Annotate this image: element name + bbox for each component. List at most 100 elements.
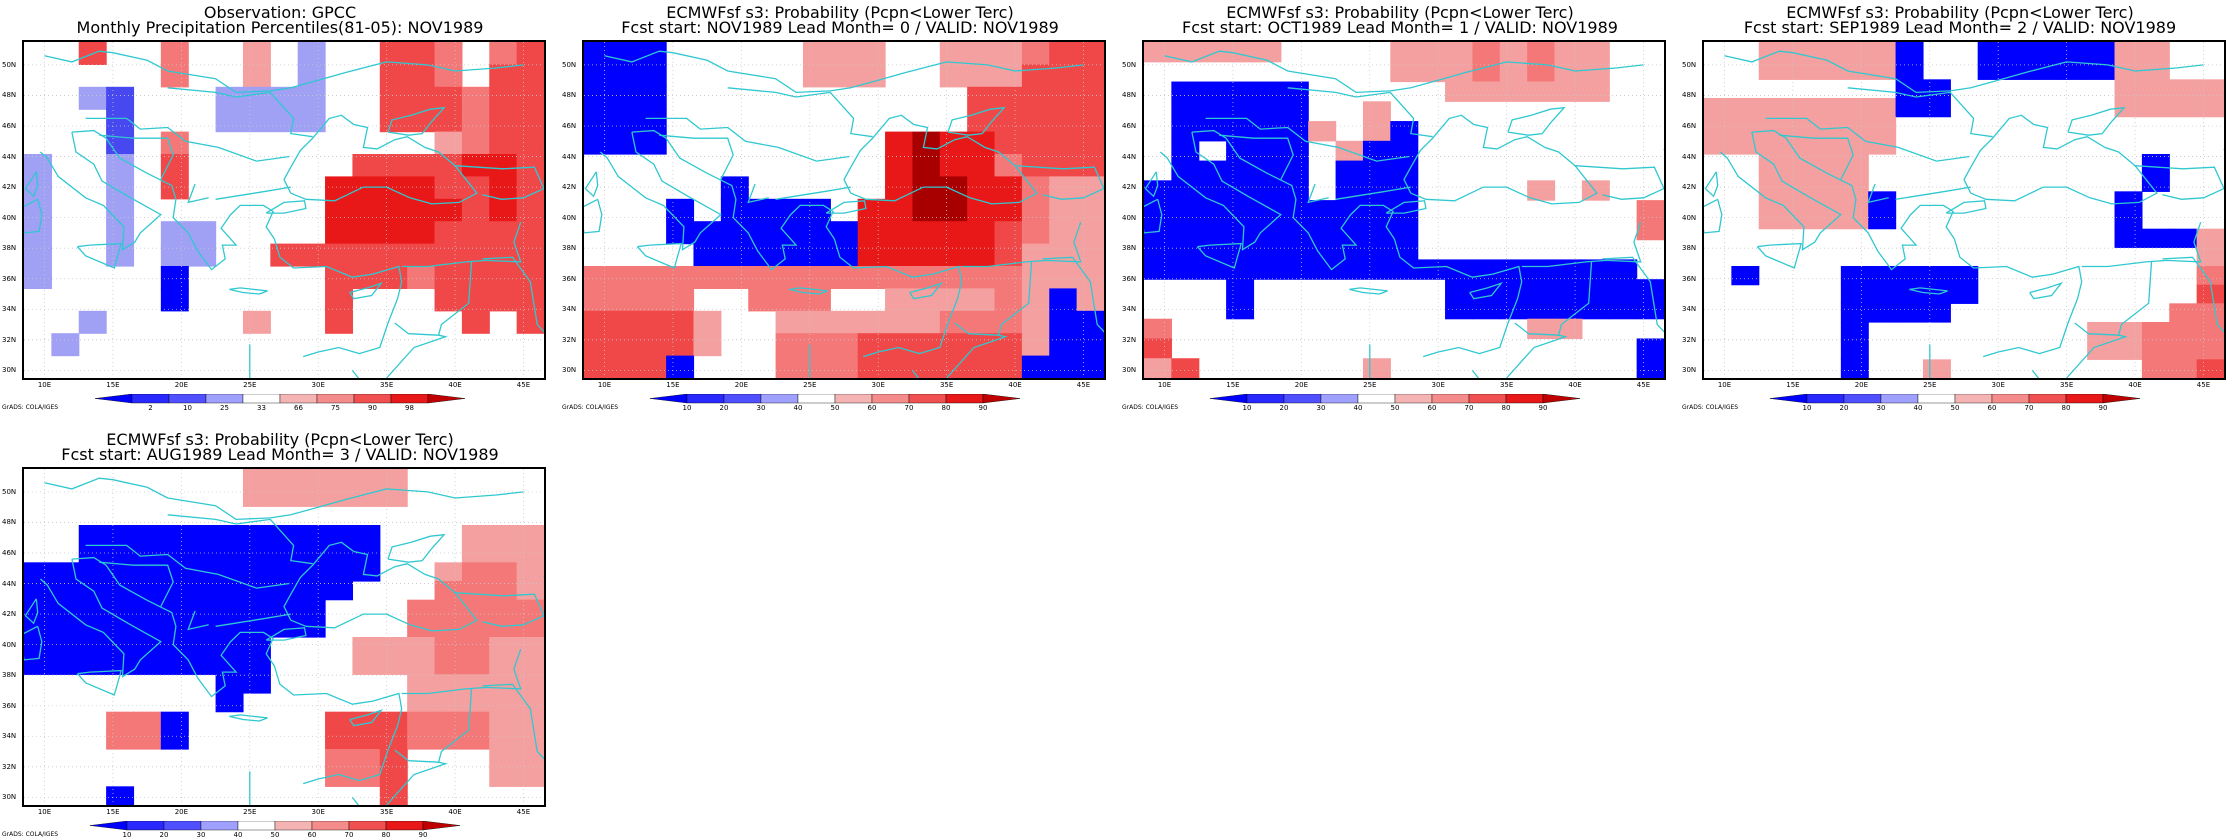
grid-cell: [461, 618, 490, 638]
grid-cell: [1280, 81, 1309, 102]
grid-cell: [939, 266, 968, 289]
grid-cell: [1253, 219, 1282, 241]
grid-cell: [242, 310, 271, 334]
grid-cell: [325, 469, 354, 489]
map-frame: [582, 40, 1106, 380]
grid-cell: [297, 42, 326, 65]
colorbar-label: 10: [122, 831, 132, 839]
grid-cell: [434, 42, 463, 65]
colorbar: [90, 821, 460, 831]
grid-cell: [967, 288, 996, 312]
grid-cell: [1021, 221, 1050, 245]
colorbar-segment: [385, 821, 424, 831]
colorbar-label: 50: [1950, 404, 1960, 412]
grid-cell: [188, 243, 217, 267]
grid-cell: [1527, 81, 1556, 102]
lat-tick-label: 42N: [2, 183, 17, 192]
grid-cell: [516, 131, 544, 155]
grid-cell: [379, 749, 408, 769]
grid-cell: [748, 221, 777, 245]
colorbar-label: 70: [2024, 404, 2034, 412]
grads-credit: GrADS: COLA/IGES: [2, 404, 59, 411]
grid-cell: [939, 198, 968, 222]
grid-cell: [830, 64, 859, 88]
grid-cell: [1226, 140, 1255, 162]
grid-cell: [516, 543, 544, 563]
map-canvas: [24, 469, 544, 805]
grid-cell: [461, 655, 490, 675]
lat-tick-label: 48N: [2, 518, 17, 527]
grid-cell: [352, 221, 381, 245]
grid-cell: [407, 730, 436, 750]
grid-cell: [215, 637, 244, 657]
coastline: [1469, 281, 1504, 300]
colorbar-label: 50: [1390, 404, 1400, 412]
grid-cell: [1527, 298, 1556, 320]
grid-cell: [2141, 359, 2170, 378]
grid-cell: [461, 562, 490, 582]
grid-cell: [1922, 359, 1951, 378]
lat-tick-label: 40N: [2, 213, 17, 222]
grid-cell: [994, 86, 1023, 110]
grid-cell: [857, 42, 886, 65]
grid-cell: [160, 599, 189, 619]
colorbar: [1210, 394, 1580, 404]
grid-cell: [461, 637, 490, 657]
lat-tick-label: 30N: [2, 793, 17, 802]
grid-cell: [489, 64, 518, 88]
grid-cell: [379, 243, 408, 267]
grid-cell: [461, 581, 490, 601]
grid-cell: [461, 109, 490, 133]
grid-cell: [160, 42, 189, 65]
grid-cell: [885, 198, 914, 222]
grid-cell: [78, 562, 107, 582]
grid-cell: [1253, 42, 1282, 63]
grid-cell: [516, 198, 544, 222]
panel-title-line-1: ECMWFsf s3: Probability (Pcpn<Lower Terc…: [1226, 3, 1574, 22]
grid-cell: [461, 711, 490, 731]
grid-cell: [939, 176, 968, 200]
grid-cell: [1144, 358, 1172, 378]
grid-cell: [1445, 279, 1474, 300]
grid-cell: [912, 243, 941, 267]
lat-tick-label: 38N: [2, 671, 17, 680]
grid-cell: [270, 86, 299, 110]
panel-title: ECMWFsf s3: Probability (Pcpn<Lower Terc…: [0, 432, 560, 466]
lon-tick-label: 45E: [1076, 381, 1091, 389]
grid-cell: [775, 198, 804, 222]
grid-cell: [1840, 116, 1869, 136]
grid-cell: [2196, 303, 2224, 323]
grid-cell: [802, 243, 831, 267]
grid-cell: [2196, 359, 2224, 378]
grid-cell: [1144, 180, 1172, 201]
lon-tick-label: 10E: [37, 808, 52, 816]
grid-cell: [78, 310, 107, 334]
grid-cell: [939, 154, 968, 177]
coastline: [265, 627, 307, 641]
grid-cell: [242, 86, 271, 110]
grid-cell: [775, 288, 804, 312]
lat-tick-label: 32N: [1682, 335, 1697, 344]
grid-cell: [297, 562, 326, 582]
grid-cell: [1362, 259, 1391, 280]
coastline: [85, 544, 290, 589]
grid-cell: [461, 86, 490, 110]
lat-tick-label: 46N: [1682, 122, 1697, 130]
grid-cell: [407, 674, 436, 694]
grid-cell: [434, 637, 463, 657]
grid-cell: [24, 637, 52, 657]
grid-cell: [51, 333, 80, 357]
coastline: [789, 287, 828, 295]
grid-cell: [857, 198, 886, 222]
coastline: [1219, 134, 1294, 180]
lat-tick-label: 38N: [1682, 244, 1697, 253]
grid-cell: [912, 154, 941, 177]
panel-title: ECMWFsf s3: Probability (Pcpn<Lower Terc…: [1120, 5, 1680, 39]
grid-cell: [407, 693, 436, 713]
lat-tick-label: 30N: [2, 366, 17, 375]
grid-cell: [1021, 109, 1050, 133]
coastline: [99, 561, 174, 607]
grid-cell: [325, 176, 354, 200]
grid-cell: [967, 64, 996, 88]
grid-cell: [434, 243, 463, 267]
